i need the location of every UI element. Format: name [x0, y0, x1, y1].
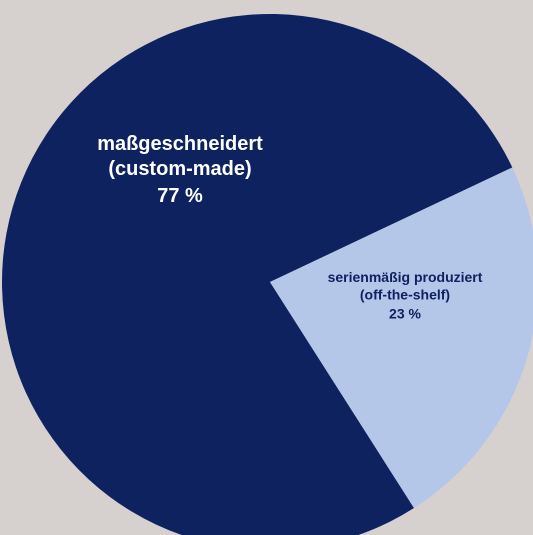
pie-slice — [270, 167, 533, 509]
label-line: (custom-made) — [108, 158, 251, 180]
pie-slice — [2, 14, 513, 535]
value-label: 23 % — [389, 305, 421, 321]
label-line: serienmäßig produziert — [328, 269, 483, 285]
slice-label: serienmäßig produziert (off-the-shelf) — [328, 269, 483, 303]
label-line: (off-the-shelf) — [360, 287, 450, 303]
value-label: 77 % — [157, 185, 203, 207]
slice-label: maßgeschneidert (custom-made) — [97, 133, 263, 180]
label-line: maßgeschneidert — [97, 133, 263, 155]
